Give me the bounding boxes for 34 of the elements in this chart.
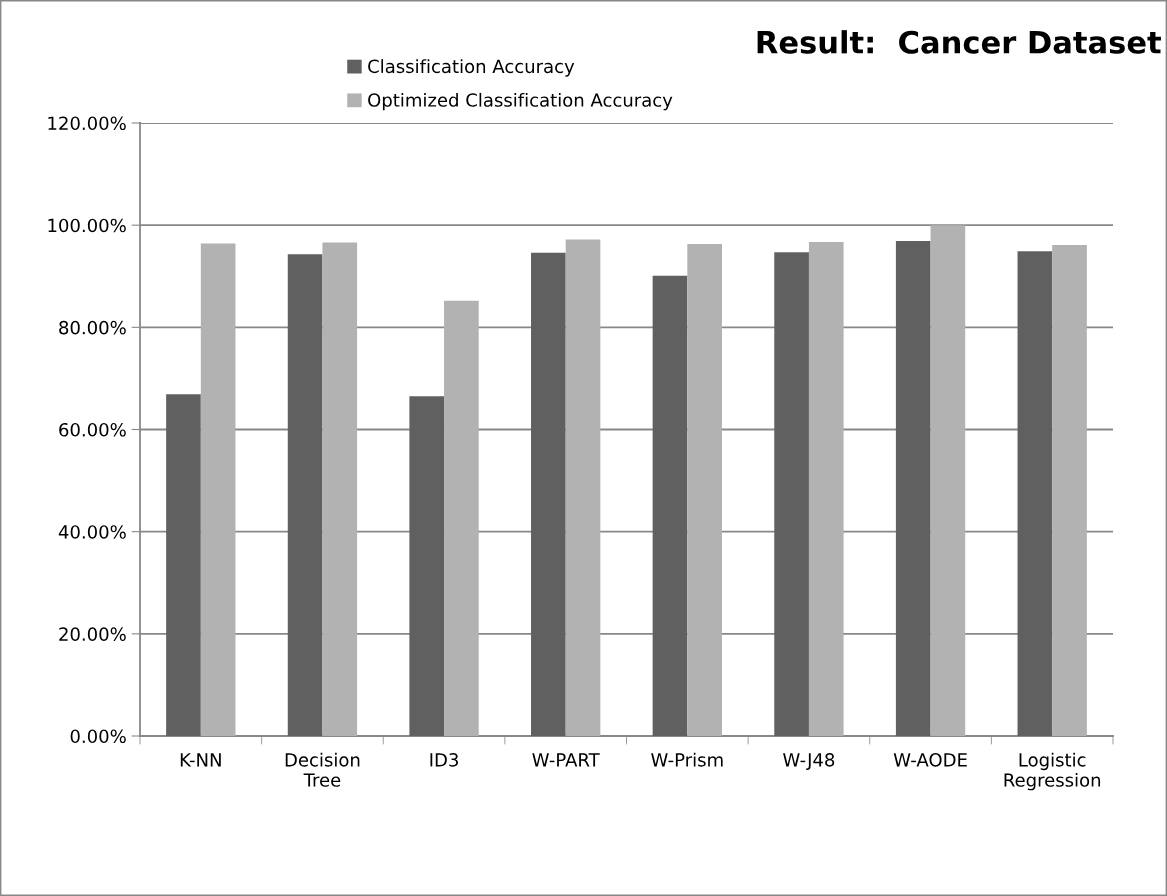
y-tick-label: 0.00% <box>70 729 126 744</box>
x-tick-label: W-AODE <box>893 752 967 767</box>
bar <box>409 396 445 736</box>
y-tick-label: 80.00% <box>59 320 126 335</box>
x-tick-label: W-Prism <box>651 752 723 767</box>
y-tick-label: 60.00% <box>59 422 126 437</box>
bar <box>774 252 809 736</box>
x-tick-label: Logistic Regression <box>1004 752 1101 791</box>
x-tick-label: W-J48 <box>783 752 835 770</box>
bar <box>287 254 323 736</box>
x-tick-label: W-PART <box>532 753 600 767</box>
bar <box>166 394 201 736</box>
x-tick-label: Decision Tree <box>285 752 360 787</box>
bar <box>322 242 358 736</box>
bar <box>1052 245 1087 736</box>
y-tick-label: 20.00% <box>59 627 126 641</box>
bar <box>895 241 931 736</box>
chart-title: Result: Cancer Dataset <box>757 30 1161 54</box>
y-tick-label: 40.00% <box>58 525 126 539</box>
y-tick-label: 120.00% <box>48 116 126 131</box>
bar <box>200 243 236 736</box>
bar <box>652 275 688 736</box>
bar <box>444 300 479 736</box>
y-tick-label: 100.00% <box>48 218 126 233</box>
bar <box>808 242 844 736</box>
bar <box>531 252 566 736</box>
bar <box>687 244 722 736</box>
legend-label: Optimized Classification Accuracy <box>368 92 673 111</box>
bar <box>930 225 966 736</box>
legend-label: Classification Accuracy <box>368 59 575 77</box>
bar <box>565 239 601 736</box>
x-tick-label: ID3 <box>430 752 458 767</box>
bar <box>1017 251 1053 736</box>
x-tick-label: K-NN <box>180 753 221 767</box>
